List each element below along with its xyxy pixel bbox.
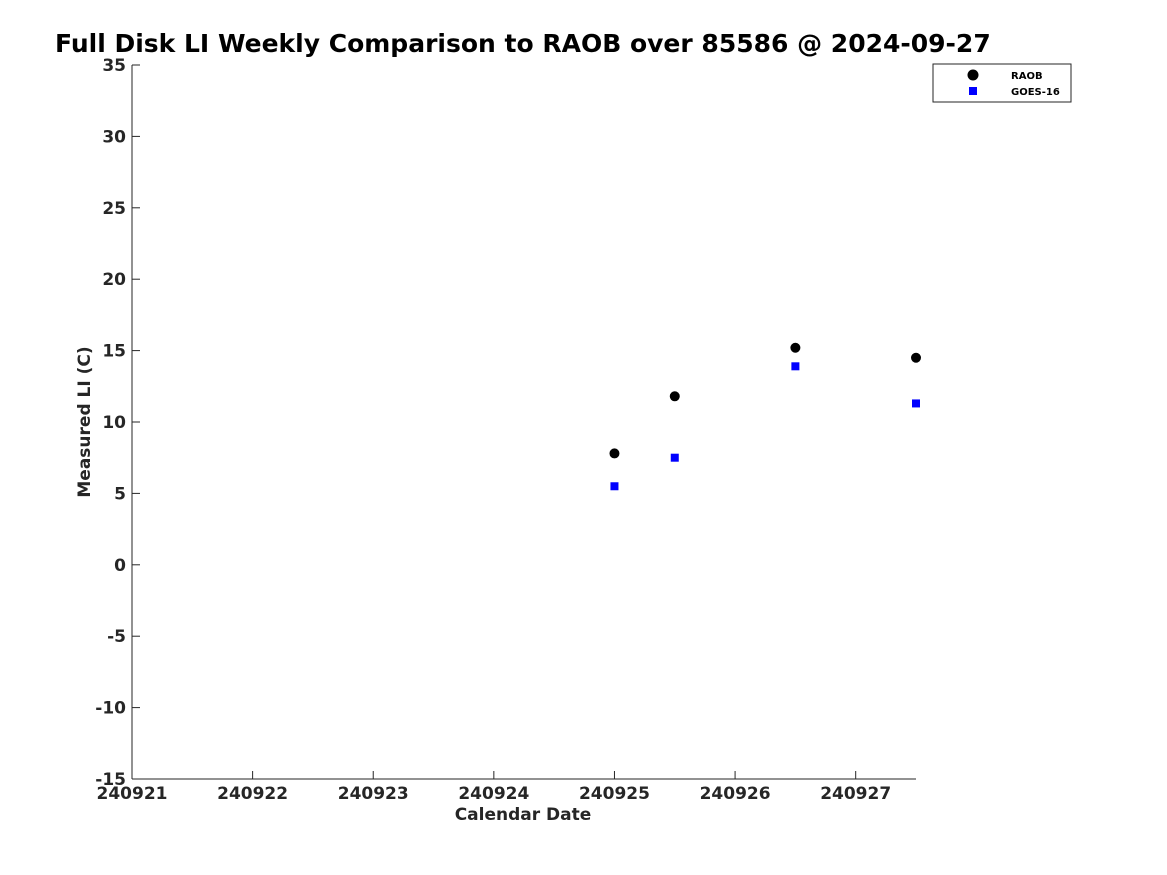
- point-goes16: [912, 399, 920, 408]
- legend-goes16-marker: [969, 87, 977, 95]
- chart-title: Full Disk LI Weekly Comparison to RAOB o…: [55, 29, 991, 58]
- legend-raob-label: RAOB: [1011, 71, 1043, 82]
- x-tick-label: 240926: [700, 784, 771, 804]
- x-tick-label: 240922: [217, 784, 288, 804]
- legend: RAOB GOES-16: [932, 63, 1072, 103]
- y-axis-label: Measured LI (C): [75, 346, 95, 497]
- legend-goes16-label: GOES-16: [1011, 87, 1060, 98]
- x-tick-label: 240921: [97, 784, 168, 804]
- y-tick-label: 35: [102, 56, 126, 76]
- x-tick-label: 240924: [458, 784, 529, 804]
- y-tick-label: 25: [102, 199, 126, 219]
- data-points: [609, 342, 921, 491]
- x-tick-label: 240927: [820, 784, 891, 804]
- point-goes16: [791, 362, 800, 371]
- y-tick-label: 5: [114, 484, 126, 504]
- y-tick-label: -15: [95, 770, 126, 790]
- y-tick-label: -5: [107, 627, 126, 647]
- y-tick-label: 30: [102, 127, 126, 147]
- x-tick-label: 240925: [579, 784, 650, 804]
- point-goes16: [610, 482, 619, 491]
- point-goes16: [670, 453, 679, 462]
- legend-raob-marker: [967, 69, 979, 81]
- y-tick-label: 0: [114, 556, 126, 576]
- x-axis-label: Calendar Date: [455, 805, 592, 825]
- point-raob: [669, 391, 680, 402]
- x-axis-ticks: 240921 240922 240923 240924 240925 240926 2409…: [97, 771, 891, 804]
- y-tick-label: 20: [102, 270, 126, 290]
- y-axis-ticks: -15 -10 -5 0 5 10 15 20 25 30 35: [95, 56, 140, 790]
- point-raob: [911, 352, 921, 363]
- x-tick-label: 240923: [338, 784, 409, 804]
- y-tick-label: -10: [95, 699, 126, 719]
- point-raob: [609, 448, 620, 459]
- legend-box: [932, 63, 1072, 103]
- plot-axes: [131, 65, 916, 780]
- point-raob: [790, 342, 801, 353]
- y-tick-label: 15: [102, 342, 126, 362]
- y-tick-label: 10: [102, 413, 126, 433]
